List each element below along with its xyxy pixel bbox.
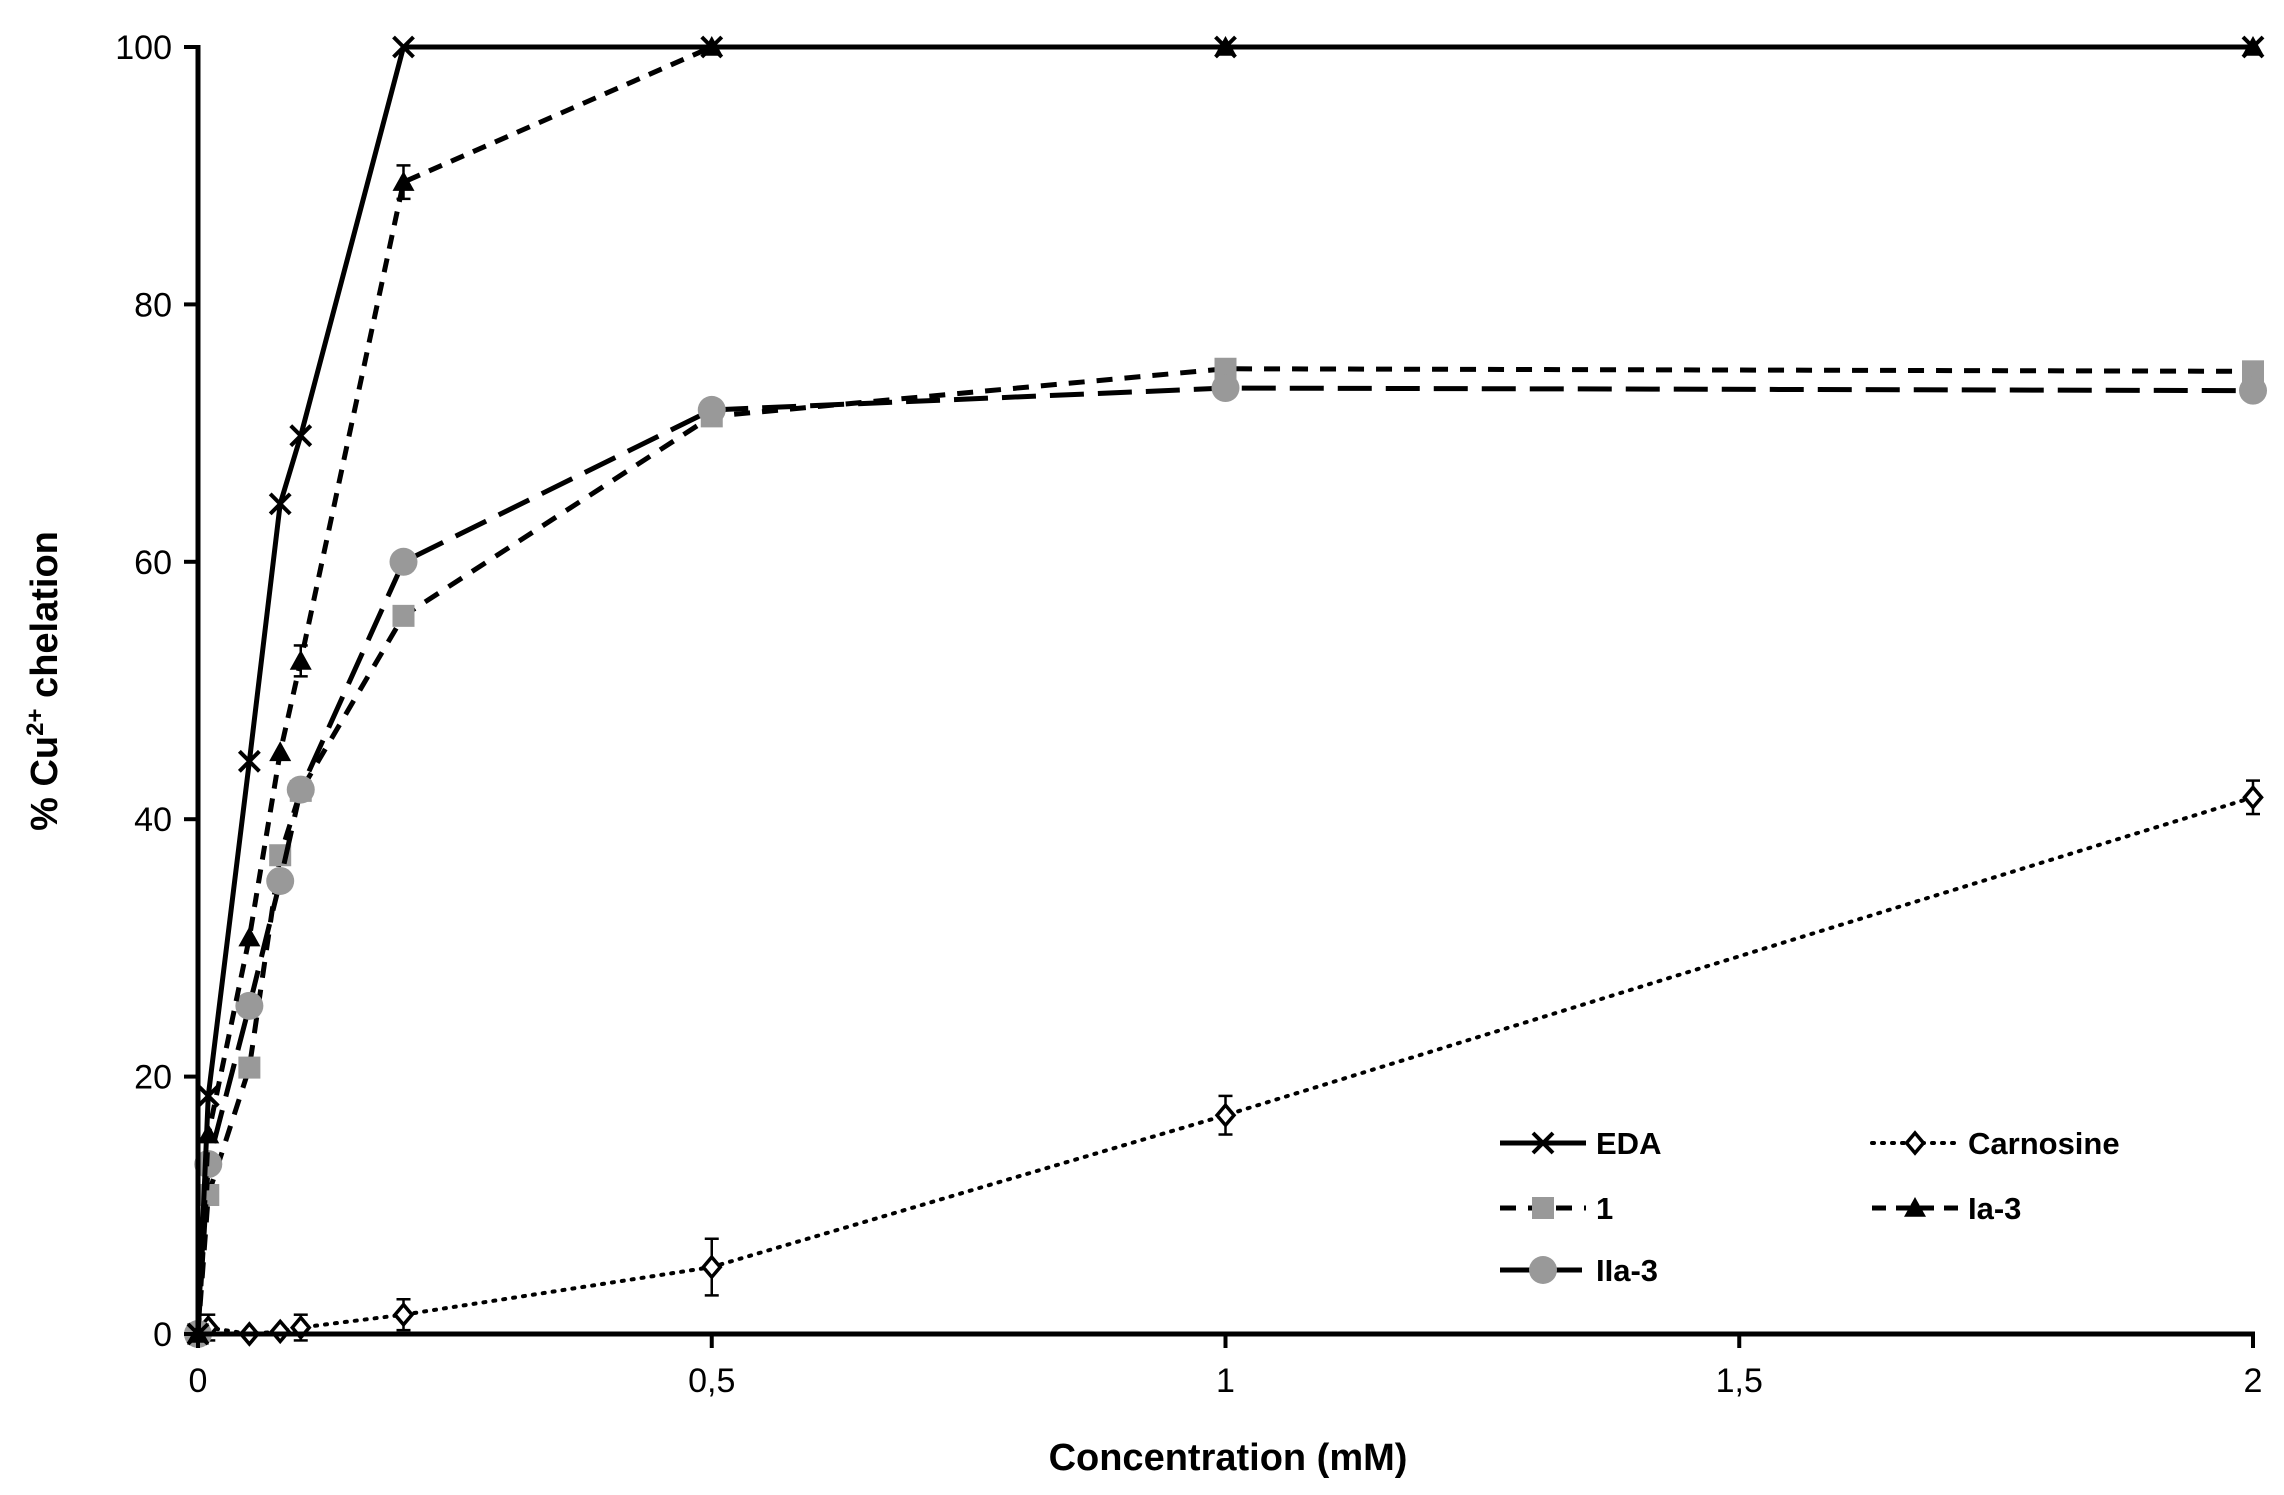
y-tick-label: 20 [134,1059,172,1097]
data-point-ia-3 [238,926,261,947]
data-point-eda-stroke-b [700,35,724,59]
x-tick-label: 0,5 [688,1362,735,1400]
x-tick-label: 1 [1216,1362,1235,1400]
series-ia-3 [187,36,2264,1343]
data-point-eda [392,35,415,59]
data-point-iia-3 [697,395,726,424]
data-point-iia-3 [1211,374,1240,403]
data-point-ia-3 [289,649,312,670]
data-point-ia-3 [269,741,292,762]
series-carnosine [187,779,2264,1347]
data-point-eda [196,1084,220,1108]
legend-marker-eda-stroke-b [1531,1131,1555,1155]
y-tick-label: 0 [153,1316,172,1354]
legend-marker-ia-3 [1904,1197,1926,1217]
legend-label-carnosine: Carnosine [1968,1126,2120,1161]
legend-item-1: 1 [1500,1191,1613,1226]
data-point-1 [238,1056,261,1079]
data-point-eda [289,424,313,448]
y-tick-label: 40 [134,801,172,839]
series-eda [186,35,2265,1346]
series-line-iia-3 [195,385,2254,1335]
x-tick-label: 1,5 [1716,1362,1763,1400]
data-point-eda [237,749,261,773]
data-point-ia-3 [392,171,415,191]
data-point-carnosine [2242,784,2264,811]
series-line-carnosine [196,795,2255,1336]
data-point-eda [700,35,724,59]
data-point-eda-stroke-b [237,749,261,773]
data-point-eda-stroke-b [2241,35,2265,59]
data-point-carnosine [269,1318,291,1345]
data-point-iia-3 [266,866,295,895]
data-point-eda [1214,35,1237,59]
legend: EDA Carnosine 1 Ia-3 IIa-3 [1500,1126,2120,1288]
data-point-iia-3 [2239,376,2267,405]
y-tick-label: 60 [134,544,172,582]
y-tick-label: 100 [115,29,172,67]
legend-label-1: 1 [1596,1191,1613,1226]
data-point-eda-stroke-b [196,1084,220,1108]
data-point-1 [2242,360,2264,383]
legend-marker-carnosine [1904,1130,1926,1156]
series-layer [184,35,2267,1348]
data-point-carnosine [1214,1102,1237,1128]
series-1 [187,357,2264,1345]
y-axis-title-prefix: % Cu [24,736,66,831]
data-point-eda [2241,35,2265,59]
data-point-1 [1214,357,1237,380]
data-point-carnosine [700,1254,723,1280]
x-axis-title: Concentration (mM) [1049,1437,1408,1479]
series-line-1 [195,366,2254,1335]
y-axis-title-suffix: chelation [24,531,66,708]
legend-label-eda: EDA [1596,1126,1661,1161]
legend-marker-eda [1531,1131,1555,1155]
x-tick-label: 2 [2244,1362,2263,1400]
legend-label-ia-3: Ia-3 [1968,1191,2021,1226]
legend-marker-iia-3 [1529,1256,1557,1284]
data-point-iia-3 [389,547,418,576]
data-point-eda-stroke-b [392,35,415,59]
data-point-eda-stroke-b [268,492,292,516]
legend-item-carnosine: Carnosine [1870,1126,2120,1161]
data-point-eda-stroke-b [1214,35,1237,59]
y-tick-label: 80 [134,286,172,324]
tick-labels: 0 20 40 60 80 100 0 0,5 1 1,5 2 [115,29,2262,1400]
data-point-iia-3 [235,991,264,1020]
data-point-eda [268,492,292,516]
series-line-eda [195,44,2253,1335]
data-point-1 [392,604,415,627]
y-axis-title: % Cu2+ chelation [22,531,66,831]
data-point-eda-stroke-b [289,424,313,448]
y-axis-title-superscript: 2+ [22,709,49,736]
x-tick-label: 0 [189,1362,208,1400]
legend-item-eda: EDA [1500,1126,1661,1161]
data-point-carnosine [392,1301,415,1328]
series-iia-3 [184,374,2267,1348]
legend-label-iia-3: IIa-3 [1596,1253,1658,1288]
legend-marker-1 [1532,1197,1554,1219]
legend-item-ia-3: Ia-3 [1872,1191,2021,1226]
legend-item-iia-3: IIa-3 [1500,1253,1658,1288]
series-line-ia-3 [195,44,2253,1335]
data-point-iia-3 [286,775,315,804]
axes [184,45,2255,1348]
